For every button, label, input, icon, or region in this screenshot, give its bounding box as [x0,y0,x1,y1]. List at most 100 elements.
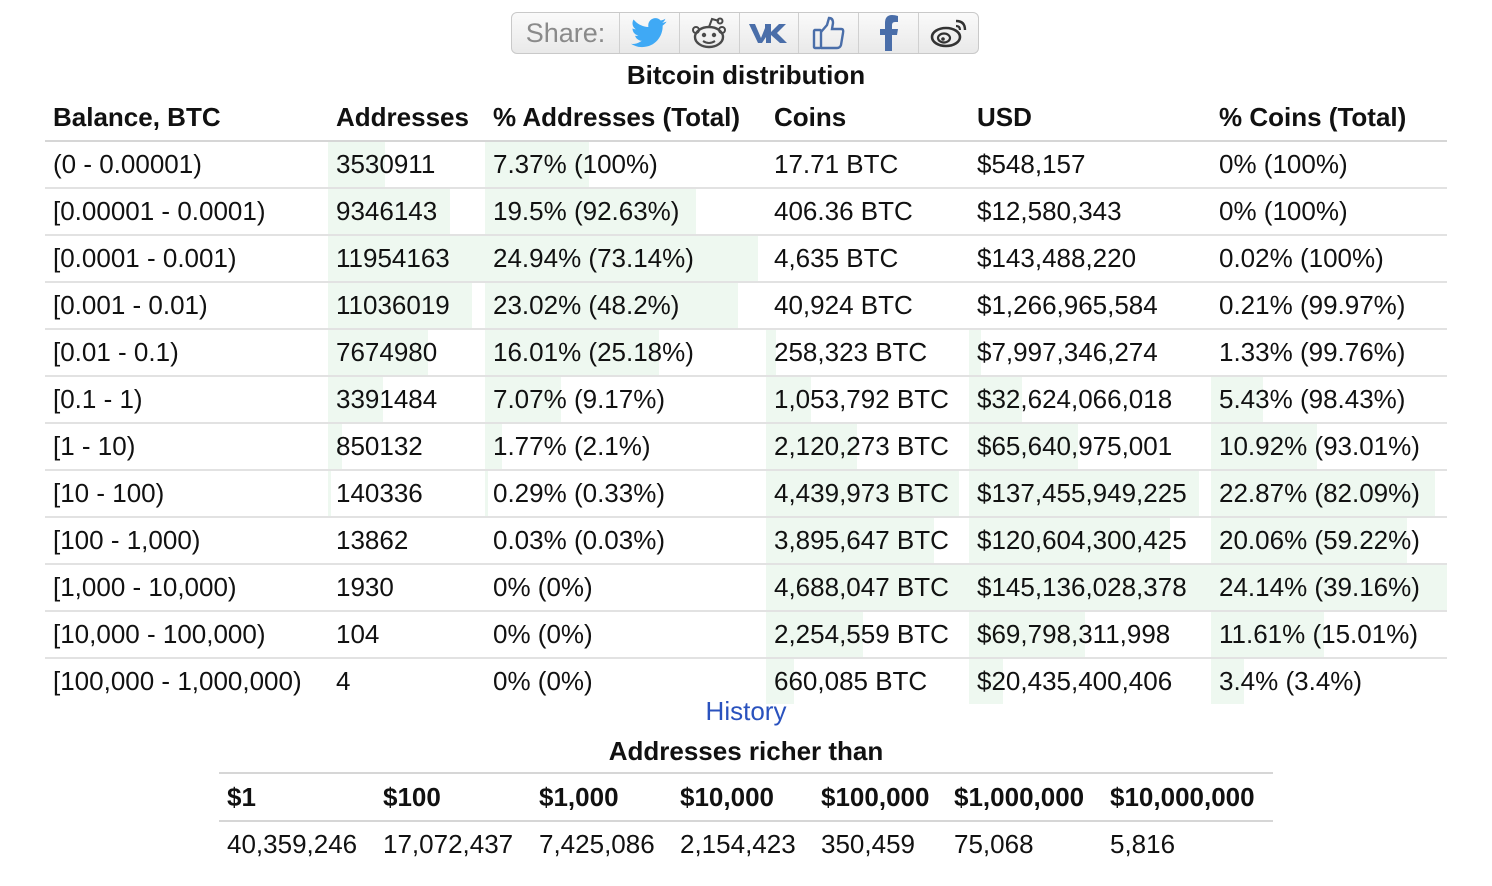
pct-addresses-cell: 0% (0%) [485,611,766,659]
pct-coins-cell: 11.61% (15.01%) [1211,611,1447,659]
twitter-icon [631,18,667,48]
share-bar-fill [969,330,982,375]
share-bar-fill [1211,659,1245,704]
balance-cell: [0.1 - 1) [45,376,328,424]
coins-cell-text: 406.36 BTC [774,196,913,226]
share-bar-fill [1211,471,1436,516]
addresses-cell: 850132 [328,423,485,471]
usd-cell-text: $65,640,975,001 [977,431,1173,461]
share-bar-fill [1211,377,1263,422]
pct-coins-cell-text: 3.4% (3.4%) [1219,666,1363,696]
balance-cell: [100 - 1,000) [45,517,328,565]
balance-cell-text: [0.00001 - 0.0001) [53,196,266,226]
addresses-cell-text: 7674980 [336,337,438,367]
pct-addresses-cell: 7.37% (100%) [485,141,766,189]
share-vk-button[interactable] [740,13,800,53]
share-bar-fill [485,330,660,375]
pct-addresses-cell: 0% (0%) [485,564,766,612]
addresses-cell: 7674980 [328,329,485,377]
usd-cell: $65,640,975,001 [969,423,1211,471]
pct-addresses-cell-text: 7.07% (9.17%) [493,384,665,414]
share-bar-fill [328,377,383,422]
share-bar-fill [766,377,811,422]
pct-addresses-cell: 1.77% (2.1%) [485,423,766,471]
pct-coins-cell: 0.21% (99.97%) [1211,282,1447,330]
balance-cell-text: [1,000 - 10,000) [53,572,237,602]
usd-cell-text: $548,157 [977,149,1086,179]
usd-cell: $143,488,220 [969,235,1211,283]
coins-cell-text: 4,635 BTC [774,243,899,273]
history-link[interactable]: History [705,696,787,726]
share-facebook-button[interactable] [859,13,920,53]
share-weibo-button[interactable] [919,13,978,53]
share-bar-fill [969,612,1086,657]
pct-coins-cell: 0% (100%) [1211,141,1447,189]
facebook-icon [878,15,900,51]
balance-cell: [10 - 100) [45,470,328,518]
addresses-cell: 3391484 [328,376,485,424]
header-pct-addresses: % Addresses (Total) [485,95,766,142]
pct-coins-cell: 24.14% (39.16%) [1211,564,1447,612]
addresses-cell: 11954163 [328,235,485,283]
addresses-cell-text: 13862 [336,525,409,555]
usd-cell: $7,997,346,274 [969,329,1211,377]
richer-header-row: $1 $100 $1,000 $10,000 $100,000 $1,000,0… [219,772,1273,822]
share-bar-fill [969,518,1170,563]
distribution-row: [0.01 - 0.1) 7674980 16.01% (25.18%) 258,32… [45,329,1447,377]
pct-addresses-cell: 0.29% (0.33%) [485,470,766,518]
coins-cell-text: 660,085 BTC [774,666,928,696]
share-bar-fill [328,236,485,281]
addresses-cell: 9346143 [328,188,485,236]
richer-header-100: $100 [375,772,531,822]
usd-cell-text: $7,997,346,274 [977,337,1158,367]
balance-cell: [1 - 10) [45,423,328,471]
share-label: Share: [512,13,620,53]
richer-value-10000: 2,154,423 [680,828,796,859]
pct-addresses-cell: 23.02% (48.2%) [485,282,766,330]
coins-cell: 660,085 BTC [766,658,969,704]
coins-cell-text: 40,924 BTC [774,290,913,320]
pct-addresses-cell: 19.5% (92.63%) [485,188,766,236]
usd-cell-text: $20,435,400,406 [977,666,1173,696]
header-usd: USD [969,95,1211,142]
coins-cell-text: 3,895,647 BTC [774,525,949,555]
distribution-row: [0.1 - 1) 3391484 7.07% (9.17%) 1,053,792 B… [45,376,1447,424]
balance-cell: [1,000 - 10,000) [45,564,328,612]
share-bar-fill [969,424,1078,469]
pct-coins-cell: 0% (100%) [1211,188,1447,236]
richer-value-10000000: 5,816 [1110,828,1176,859]
share-bar: Share: [511,12,979,54]
distribution-row: [10,000 - 100,000) 104 0% (0%) 2,254,559 BT… [45,611,1447,659]
share-bar-fill [766,471,959,516]
addresses-cell: 140336 [328,470,485,518]
coins-cell: 4,688,047 BTC [766,564,969,612]
richer-table: $1 $100 $1,000 $10,000 $100,000 $1,000,0… [219,772,1273,866]
coins-cell: 3,895,647 BTC [766,517,969,565]
share-bar-fill [766,659,795,704]
header-balance: Balance, BTC [45,95,328,142]
usd-cell-text: $143,488,220 [977,243,1137,273]
share-reddit-button[interactable] [680,13,740,53]
pct-addresses-cell-text: 0% (0%) [493,619,593,649]
balance-cell: [0.01 - 0.1) [45,329,328,377]
thumbs-up-icon [812,15,846,51]
share-twitter-button[interactable] [620,13,680,53]
addresses-cell-text: 140336 [336,478,423,508]
usd-cell-text: $137,455,949,225 [977,478,1187,508]
pct-coins-cell-text: 11.61% (15.01%) [1219,619,1418,649]
addresses-cell: 104 [328,611,485,659]
richer-value-100000: 350,459 [821,828,915,859]
pct-coins-cell: 10.92% (93.01%) [1211,423,1447,471]
share-like-button[interactable] [799,13,860,53]
balance-cell: [0.001 - 0.01) [45,282,328,330]
distribution-header-row: Balance, BTC Addresses % Addresses (Tota… [45,95,1447,142]
usd-cell: $32,624,066,018 [969,376,1211,424]
usd-cell: $20,435,400,406 [969,658,1211,704]
share-bar-fill [766,612,864,657]
coins-cell: 40,924 BTC [766,282,969,330]
richer-header-100000: $100,000 [813,772,946,822]
balance-cell: [0.0001 - 0.001) [45,235,328,283]
balance-cell-text: [100,000 - 1,000,000) [53,666,302,696]
pct-coins-cell-text: 0% (100%) [1219,196,1348,226]
pct-addresses-cell-text: 0% (0%) [493,572,593,602]
